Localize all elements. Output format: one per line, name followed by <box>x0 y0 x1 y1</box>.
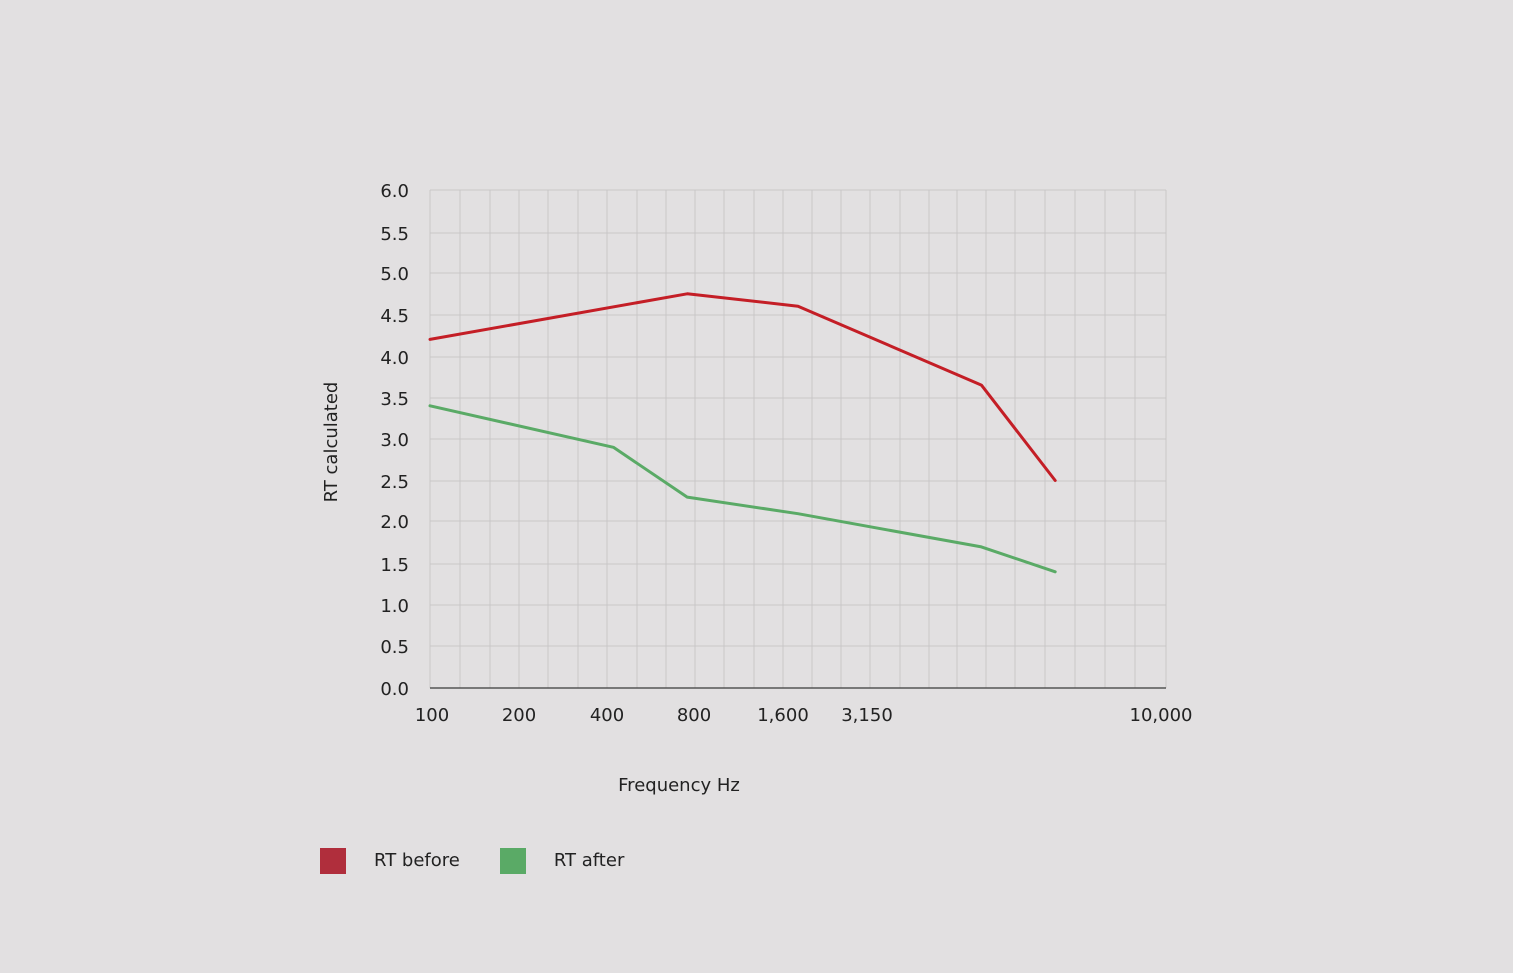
series-line-rt-before <box>428 292 1057 482</box>
legend-swatch-rt-before <box>320 847 346 874</box>
x-tick-label: 800 <box>677 705 711 726</box>
x-tick-label: 10,000 <box>1130 705 1193 726</box>
y-tick-label: 3.0 <box>380 430 409 451</box>
axes <box>429 190 1166 689</box>
legend-item-rt-before: RT before <box>320 847 460 874</box>
y-tick-label: 2.5 <box>380 472 409 493</box>
y-axis-title: RT calculated <box>321 382 342 503</box>
axis-labels: 0.0 0.5 1.0 1.5 2.0 2.5 3.0 3.5 4.0 4.5 5.0 5.5 6.0 1… <box>321 181 1192 796</box>
y-tick-label: 2.0 <box>380 512 409 533</box>
x-tick-label: 1,600 <box>757 705 809 726</box>
series-lines <box>428 292 1057 574</box>
y-tick-label: 4.5 <box>380 306 409 327</box>
legend-label-rt-before: RT before <box>374 850 460 871</box>
y-tick-label: 3.5 <box>380 389 409 410</box>
grid <box>430 189 1167 688</box>
y-tick-label: 0.0 <box>380 679 409 700</box>
y-tick-label: 0.5 <box>380 637 409 658</box>
y-tick-label: 1.0 <box>380 596 409 617</box>
legend: RT before RT after <box>320 847 664 874</box>
y-tick-label: 5.5 <box>380 224 409 245</box>
y-tick-label: 1.5 <box>380 555 409 576</box>
x-tick-label: 200 <box>502 705 536 726</box>
y-tick-label: 6.0 <box>380 181 409 202</box>
x-tick-label: 400 <box>590 705 624 726</box>
legend-swatch-rt-after <box>499 847 526 874</box>
y-tick-label: 4.0 <box>380 348 409 369</box>
legend-item-rt-after: RT after <box>499 847 625 874</box>
x-tick-label: 100 <box>415 705 449 726</box>
x-axis-title: Frequency Hz <box>618 775 740 796</box>
legend-label-rt-after: RT after <box>553 850 625 871</box>
x-tick-label: 3,150 <box>841 705 893 726</box>
series-line-rt-after <box>428 404 1057 574</box>
y-tick-label: 5.0 <box>380 264 409 285</box>
